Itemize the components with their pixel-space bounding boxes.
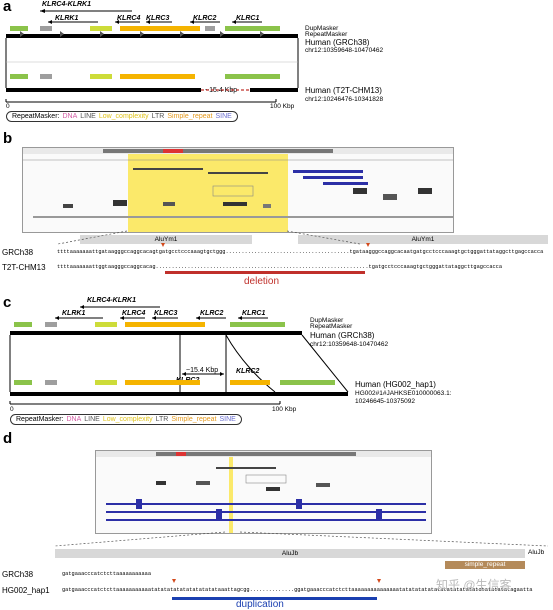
genome-browser-view-d [95,450,432,534]
seq-ref-b: ttttaaaaaaattgataagggccaggcacagtgatgcctc… [57,249,543,255]
seq-alt-dots-d: .............. [249,587,295,593]
panel-letter-a: a [3,0,12,15]
c-gene-klrk1-label: KLRK1 [62,310,86,317]
seq-alt-label-b: T2T-CHM13 [2,263,46,272]
seq-ref-label-b: GRCh38 [2,248,34,257]
c-gene-span-label: KLRC4-KLRK1 [87,297,136,304]
c-scale-end-label: 100 Kbp [272,406,297,413]
legend-simple-repeat: Simple_repeat [167,113,213,120]
c-assembly-hg002-coords1: HG002#1#JAHKSE010000063.1: [355,390,452,397]
seq-ref-label-d: GRCh38 [2,570,34,579]
c-legend-simple-repeat: Simple_repeat [171,416,217,423]
c-gene-klrc2-label: KLRC2 [200,310,224,317]
c-legend-line: LINE [84,416,100,423]
gene-klrk1-label: KLRK1 [55,15,79,22]
simple-repeat-bar: simple_repeat [445,561,525,569]
deletion-label: deletion [244,276,280,287]
panel-letter-d: d [3,430,13,447]
legend-low-complexity: Low_complexity [98,113,149,120]
c-assembly-hg002-name: Human (HG002_hap1) [355,380,436,389]
assembly-grch38-coords: chr12:10359648-10470462 [305,47,384,54]
c-gene-klrc2b-label: KLRC2 [236,368,260,375]
panel-letter-c: c [3,294,12,311]
seq-ref-d: gatgaaacccatctcttaaaaaaaaaaa [62,571,152,577]
repeatmasker-legend: RepeatMasker: DNA LINE Low_complexity LTR Sim… [6,111,238,122]
scale-end-label: 100 Kbp [270,103,295,110]
legend-prefix: RepeatMasker: [12,113,60,120]
panel-letter-b: b [3,130,13,147]
alujb-right-label: AluJb [528,549,545,556]
c-repeatmasker-track-label: RepeatMasker [310,323,353,330]
c-gene-klrc4-label: KLRC4 [122,310,146,317]
dup-size-label: ~15.4 Kbp [186,367,219,374]
c-assembly-grch38-coords: chr12:10359648-10470462 [310,341,389,348]
c-repeatmasker-legend: RepeatMasker: DNA LINE Low_complexity LTR Sim… [10,414,242,425]
seq-alt-left-d: gatgaaacccatctcttaaaaaaaaaaa [62,587,152,593]
c-legend-sine: SINE [219,416,236,423]
aluym1-left-bar: AluYm1 [80,235,252,244]
legend-line: LINE [80,113,96,120]
gene-klrc4-label: KLRC4 [117,15,141,22]
seq-alt-label-d: HG002_hap1 [2,586,50,595]
seq-alt-tail-d: aaaaaaaaaaaaatatatatatatatatatatatatatat… [357,587,533,593]
assembly-t2t-coords: chr12:10246476-10341828 [305,96,384,103]
seq-ref-left-b: ttttaaaaaaattgataagggccaggcacagtgatgcctc… [57,249,226,255]
seq-alt-b: ttttaaaaaaattggtaagggccaggcacag.........… [57,264,502,270]
gene-klrc3-label: KLRC3 [146,15,170,22]
c-gene-klrc3-label: KLRC3 [154,310,178,317]
c-scale-zero-label: 0 [10,406,14,413]
gene-klrc2-label: KLRC2 [193,15,217,22]
c-dupmasker-track-label: DupMasker [310,317,344,324]
legend-dna: DNA [62,113,78,120]
c-legend-low-complexity: Low_complexity [102,416,153,423]
gene-klrc1-label: KLRC1 [236,15,260,22]
seq-ref-dots-b: ....................................... [225,249,350,255]
c-legend-prefix: RepeatMasker: [16,416,64,423]
repeatmasker-track-label: RepeatMasker [305,31,348,38]
scale-zero-label: 0 [6,103,10,110]
watermark: 知乎 @生信客 [436,578,512,592]
c-legend-ltr: LTR [155,416,169,423]
c-assembly-hg002-coords2: 10246645-10375092 [355,398,416,405]
gene-span-label: KLRC4-KLRK1 [42,1,91,8]
legend-ltr: LTR [151,113,165,120]
duplication-label: duplication [236,599,284,610]
c-assembly-grch38-name: Human (GRCh38) [310,331,375,340]
alujb-left-bar: AluJb [55,549,525,558]
seq-alt-d: gatgaaacccatctcttaaaaaaaaaaatatatatatata… [62,587,532,593]
assembly-t2t-name: Human (T2T-CHM13) [305,86,382,95]
seq-alt-left-b: ttttaaaaaaattggtaagggccaggcacag [57,264,156,270]
assembly-grch38-name: Human (GRCh38) [305,38,370,47]
legend-sine: SINE [215,113,232,120]
c-gene-klrc1-label: KLRC1 [242,310,266,317]
c-legend-dna: DNA [66,416,82,423]
seq-alt-right-d: ggatgaaacccatctcttaa [294,587,358,593]
seq-alt-dots-b: ........................................… [155,264,369,270]
genome-browser-view-b [22,147,454,233]
seq-alt-mid-d: tatatatatatatatatatataaattagcgg [151,587,250,593]
aluym1-right-bar: AluYm1 [298,235,548,244]
dupmasker-track-label: DupMasker [305,25,339,32]
seq-alt-right-b: tgatgcctcccaaagtgctgggattataggcttgagccac… [368,264,503,270]
seq-ref-right-b: tgataagggccaggcacaatgatgcctcccaaagtgctgg… [349,249,544,255]
